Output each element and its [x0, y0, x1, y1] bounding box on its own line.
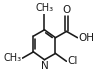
Text: O: O [62, 5, 71, 15]
Text: OH: OH [78, 33, 94, 43]
Text: Cl: Cl [67, 56, 78, 66]
Text: CH₃: CH₃ [4, 53, 22, 63]
Text: CH₃: CH₃ [35, 3, 54, 13]
Text: N: N [41, 61, 48, 71]
